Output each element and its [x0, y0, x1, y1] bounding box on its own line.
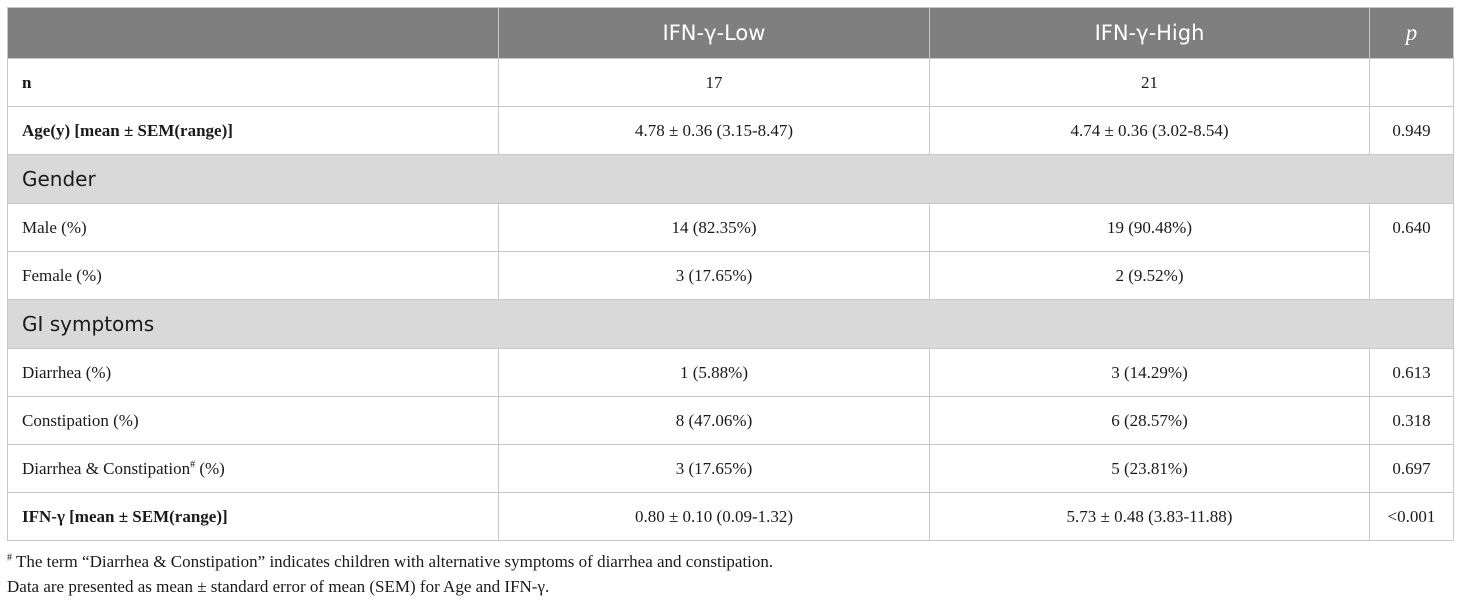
- cell-p: 0.697: [1369, 444, 1454, 493]
- row-label: Constipation (%): [7, 396, 499, 445]
- footnote-1-text: The term “Diarrhea & Constipation” indic…: [12, 552, 774, 571]
- cell-low: 0.80 ± 0.10 (0.09-1.32): [498, 492, 930, 541]
- cell-p: <0.001: [1369, 492, 1454, 541]
- cell-low: 1 (5.88%): [498, 348, 930, 397]
- row-label: n: [7, 58, 499, 107]
- row-label: IFN-γ [mean ± SEM(range)]: [7, 492, 499, 541]
- section-label: GI symptoms: [7, 299, 1454, 349]
- row-label: Female (%): [7, 251, 499, 300]
- cell-low: 3 (17.65%): [498, 251, 930, 300]
- cell-high: 5 (23.81%): [929, 444, 1370, 493]
- cell-high: 21: [929, 58, 1370, 107]
- footnote-mark: #: [7, 552, 12, 564]
- section-label: Gender: [7, 154, 1454, 204]
- footnote-marker: #: [190, 458, 196, 470]
- table-footnotes: # The term “Diarrhea & Constipation” ind…: [7, 549, 1453, 599]
- footnote-2: Data are presented as mean ± standard er…: [7, 577, 550, 596]
- header-ifn-low: IFN-γ-Low: [498, 7, 930, 59]
- cell-p: 0.640: [1369, 203, 1454, 300]
- header-ifn-high: IFN-γ-High: [929, 7, 1370, 59]
- cell-low: 8 (47.06%): [498, 396, 930, 445]
- section-row-gender: Gender: [7, 154, 1454, 204]
- section-row-gi-symptoms: GI symptoms: [7, 299, 1454, 349]
- cell-high: 5.73 ± 0.48 (3.83-11.88): [929, 492, 1370, 541]
- row-label-main: Diarrhea & Constipation: [22, 458, 191, 478]
- row-label: Age(y) [mean ± SEM(range)]: [7, 106, 499, 155]
- header-p-value: p: [1369, 7, 1454, 59]
- table-row-age: Age(y) [mean ± SEM(range)] 4.78 ± 0.36 (…: [7, 106, 1454, 155]
- data-table: IFN-γ-Low IFN-γ-High p n 17 21 Age(y) [m…: [7, 7, 1454, 541]
- cell-high: 3 (14.29%): [929, 348, 1370, 397]
- row-label-suffix: (%): [195, 458, 225, 478]
- cell-p: 0.318: [1369, 396, 1454, 445]
- cell-high: 19 (90.48%): [929, 203, 1370, 252]
- table-row-ifn-gamma: IFN-γ [mean ± SEM(range)] 0.80 ± 0.10 (0…: [7, 492, 1454, 541]
- row-label: Male (%): [7, 203, 499, 252]
- cell-p: 0.949: [1369, 106, 1454, 155]
- table-row-diarrhea-constipation: Diarrhea & Constipation# (%) 3 (17.65%) …: [7, 444, 1454, 493]
- row-label: Diarrhea & Constipation# (%): [7, 444, 499, 493]
- table-row-female: Female (%) 3 (17.65%) 2 (9.52%): [7, 251, 1454, 300]
- table-row-male: Male (%) 14 (82.35%) 19 (90.48%) 0.640: [7, 203, 1454, 300]
- row-label: Diarrhea (%): [7, 348, 499, 397]
- cell-high: 6 (28.57%): [929, 396, 1370, 445]
- cell-low: 4.78 ± 0.36 (3.15-8.47): [498, 106, 930, 155]
- cell-p: [1369, 58, 1454, 107]
- cell-low: 17: [498, 58, 930, 107]
- cell-low: 14 (82.35%): [498, 203, 930, 252]
- table-row-constipation: Constipation (%) 8 (47.06%) 6 (28.57%) 0…: [7, 396, 1454, 445]
- header-label: [7, 7, 499, 59]
- cell-high: 4.74 ± 0.36 (3.02-8.54): [929, 106, 1370, 155]
- cell-high: 2 (9.52%): [929, 251, 1370, 300]
- table-container: IFN-γ-Low IFN-γ-High p n 17 21 Age(y) [m…: [7, 7, 1454, 599]
- footnote-1: # The term “Diarrhea & Constipation” ind…: [7, 549, 1453, 574]
- table-row-diarrhea: Diarrhea (%) 1 (5.88%) 3 (14.29%) 0.613: [7, 348, 1454, 397]
- table-header-row: IFN-γ-Low IFN-γ-High p: [7, 7, 1454, 59]
- cell-p: 0.613: [1369, 348, 1454, 397]
- table-row-n: n 17 21: [7, 58, 1454, 107]
- cell-low: 3 (17.65%): [498, 444, 930, 493]
